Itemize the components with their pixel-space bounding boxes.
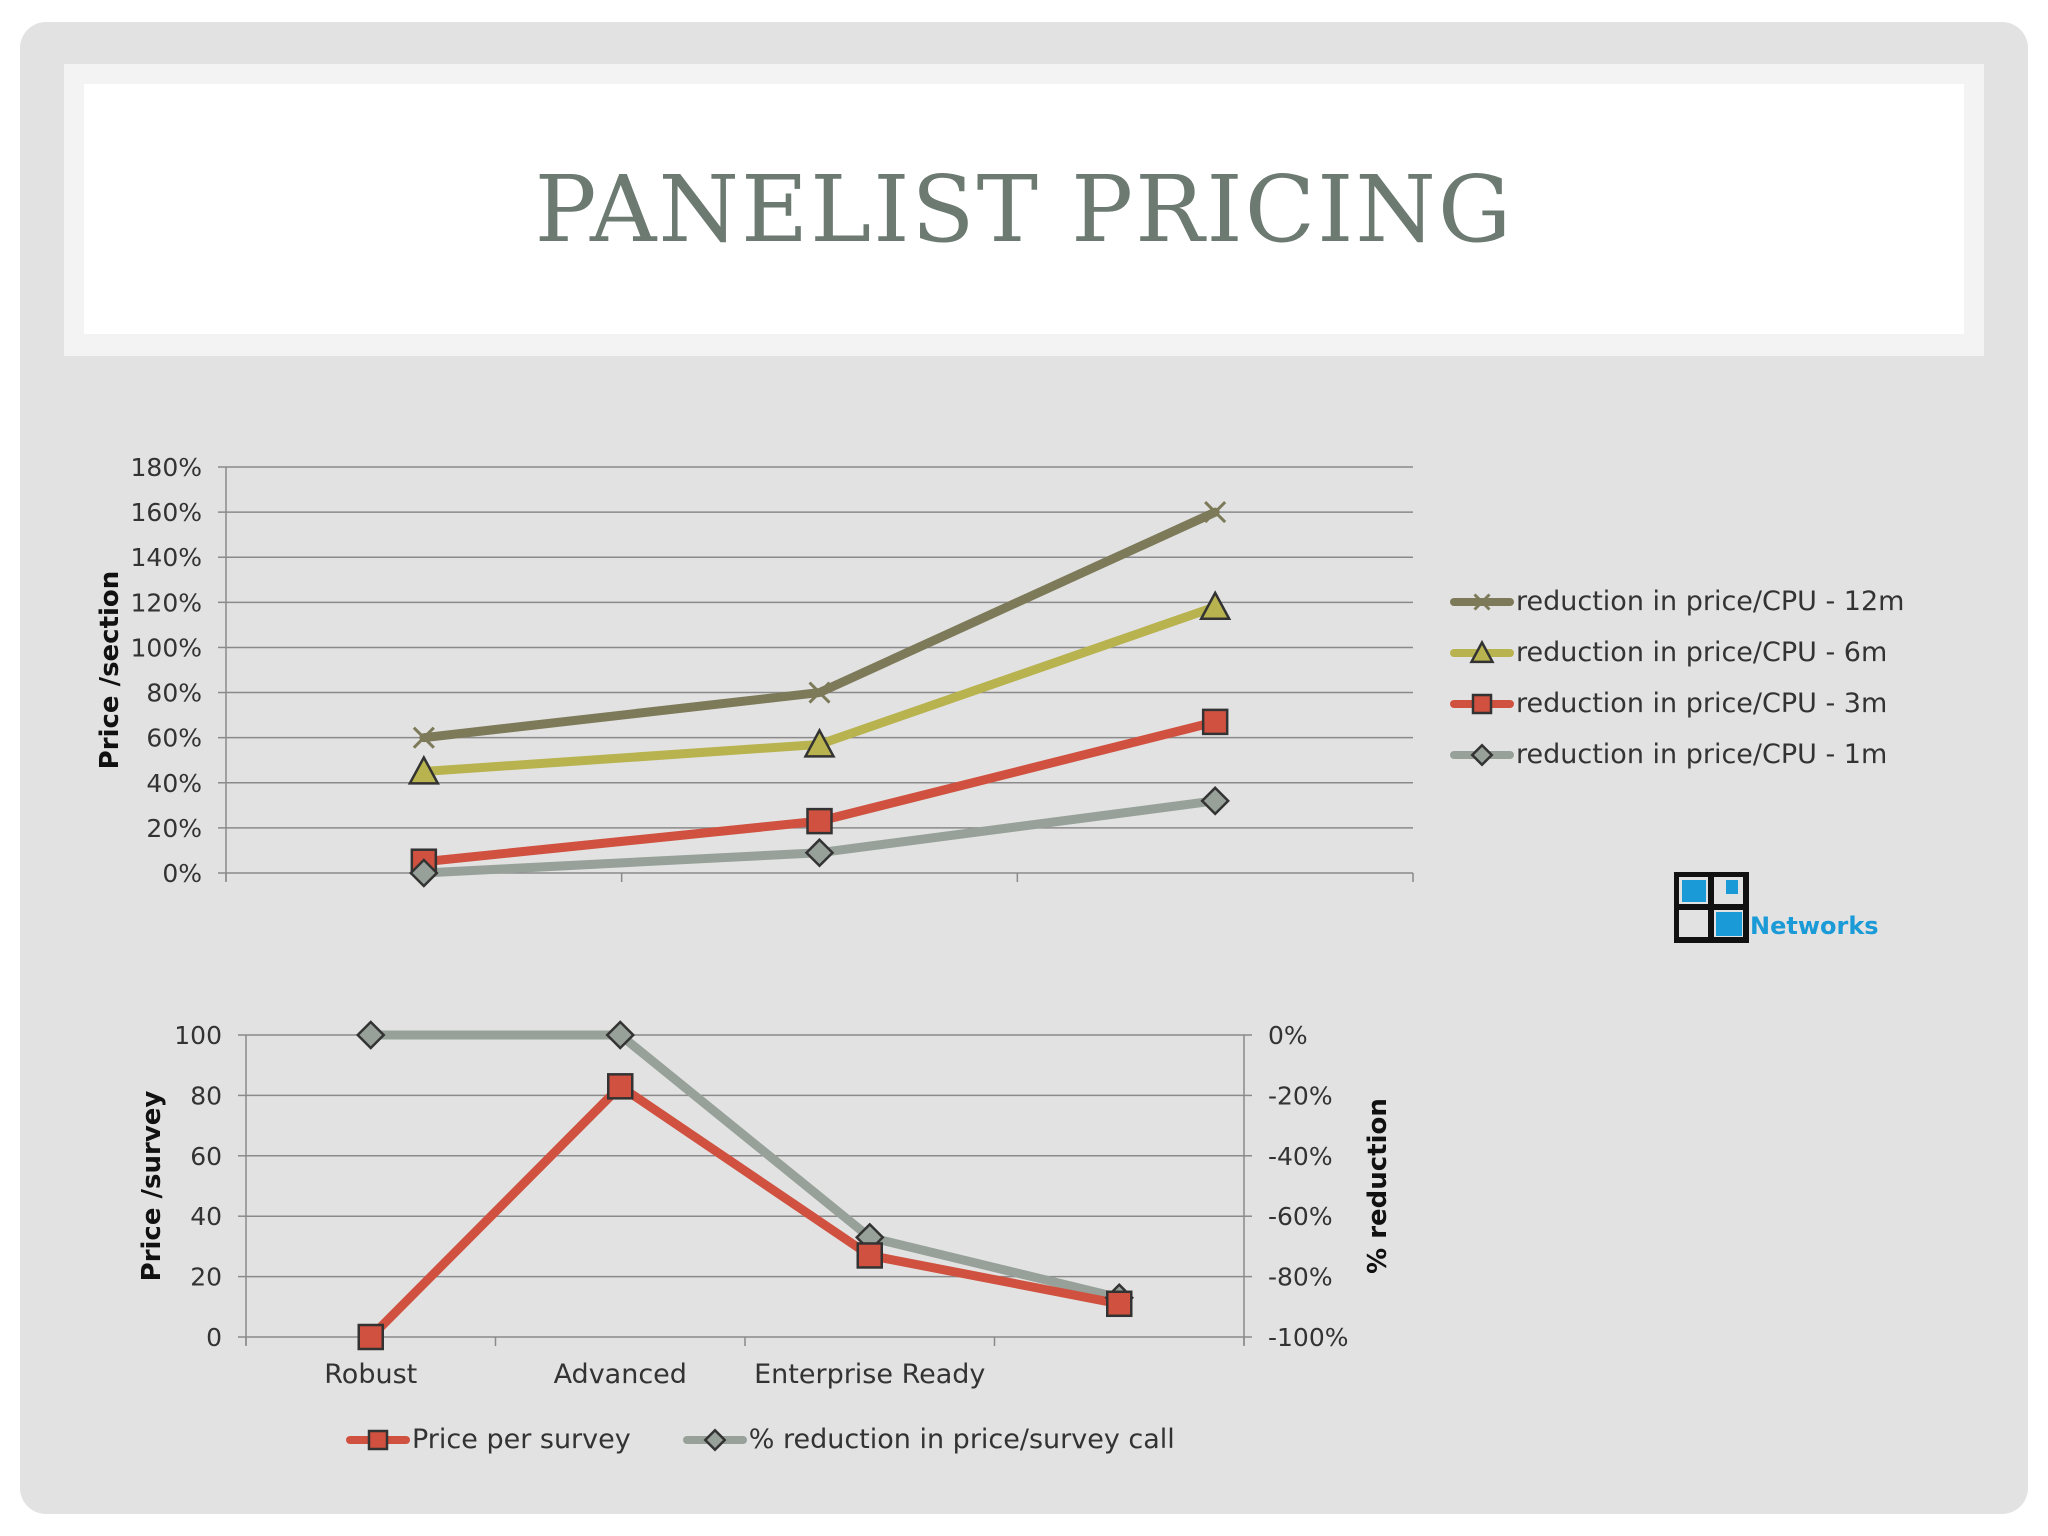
y-tick-label: 140% <box>131 543 202 572</box>
y-tick-label: 20 <box>190 1263 222 1292</box>
data-point <box>804 837 835 868</box>
y2-tick-label: -40% <box>1268 1142 1333 1171</box>
y2-tick-label: -20% <box>1268 1081 1333 1110</box>
y-tick-label: 180% <box>131 453 202 482</box>
y-tick-label: 100 <box>174 1021 222 1050</box>
legend-swatch <box>682 1427 747 1452</box>
legend-marker <box>703 1427 727 1452</box>
y2-tick-label: -100% <box>1268 1323 1349 1352</box>
legend-item: reduction in price/CPU - 1m <box>1450 729 1904 780</box>
data-point <box>1201 708 1229 736</box>
data-point <box>803 727 836 758</box>
y2-tick-label: 0% <box>1268 1021 1308 1050</box>
data-point <box>1106 1290 1133 1318</box>
page-title: PANELIST PRICING <box>534 155 1514 263</box>
data-point <box>412 726 435 749</box>
y-tick-label: 60 <box>190 1142 222 1171</box>
grid-logo-icon <box>1673 871 1749 943</box>
legend-survey: Price per survey % reduction in price/sur… <box>346 1414 1227 1465</box>
y2-axis-title: % reduction <box>1363 1098 1393 1274</box>
y-axis-title: Price /survey <box>137 1091 167 1282</box>
legend-label: % reduction in price/survey call <box>748 1424 1175 1455</box>
logo: Networks <box>1673 871 1894 944</box>
legend-marker <box>1469 639 1495 663</box>
data-point <box>806 807 833 835</box>
title-box: PANELIST PRICING <box>84 84 1964 334</box>
legend-item: reduction in price/CPU - 3m <box>1450 678 1904 729</box>
legend-label: Price per survey <box>412 1424 631 1455</box>
y-tick-label: 40 <box>190 1202 222 1231</box>
legend-marker <box>1473 592 1491 611</box>
x-tick-label: Enterprise Ready <box>754 1359 985 1390</box>
legend-swatch <box>1450 742 1514 767</box>
legend-cpu-reduction: reduction in price/CPU - 12m reduction in… <box>1450 576 1904 780</box>
y2-tick-label: -60% <box>1268 1202 1333 1231</box>
y-tick-label: 40% <box>146 769 202 798</box>
y-tick-label: 100% <box>131 633 202 662</box>
y-tick-label: 0 <box>206 1323 222 1352</box>
legend-label: reduction in price/CPU - 3m <box>1516 688 1888 719</box>
legend-label: reduction in price/CPU - 1m <box>1516 739 1888 770</box>
data-point <box>409 858 439 888</box>
y-tick-label: 160% <box>131 498 202 527</box>
legend-swatch <box>1450 693 1514 714</box>
legend-item: Price per survey <box>346 1414 631 1465</box>
logo-text: Networks <box>1750 912 1879 940</box>
data-point <box>607 1073 634 1100</box>
data-point <box>808 681 831 704</box>
y-tick-label: 80% <box>146 679 202 708</box>
legend-marker <box>367 1429 389 1450</box>
legend-swatch <box>346 1429 410 1450</box>
legend-marker <box>1471 693 1493 714</box>
y-tick-label: 20% <box>146 814 202 843</box>
x-tick-label: Robust <box>324 1359 417 1390</box>
data-point <box>605 1020 636 1050</box>
data-point <box>355 1020 386 1050</box>
series-line <box>366 1081 1124 1342</box>
y-tick-label: 80 <box>190 1081 222 1110</box>
y-tick-label: 120% <box>131 588 202 617</box>
x-tick-label: Advanced <box>554 1359 687 1390</box>
legend-item: reduction in price/CPU - 12m <box>1450 576 1904 627</box>
series-line <box>419 507 1220 743</box>
legend-item: reduction in price/CPU - 6m <box>1450 627 1904 678</box>
legend-item: % reduction in price/survey call <box>682 1414 1175 1465</box>
y-axis-title: Price /section <box>95 571 125 770</box>
data-point <box>1200 786 1230 816</box>
legend-label: reduction in price/CPU - 6m <box>1516 637 1888 668</box>
data-point <box>1204 501 1227 524</box>
data-point <box>856 1242 883 1269</box>
series-line <box>366 1030 1124 1303</box>
y-tick-label: 60% <box>146 724 202 753</box>
data-point <box>1199 590 1232 620</box>
legend-label: reduction in price/CPU - 12m <box>1516 586 1905 617</box>
legend-swatch <box>1450 639 1514 663</box>
y-tick-label: 0% <box>162 859 202 888</box>
legend-marker <box>1470 742 1494 767</box>
data-point <box>407 754 440 785</box>
y2-tick-label: -80% <box>1268 1263 1333 1292</box>
legend-swatch <box>1450 592 1514 611</box>
data-point <box>357 1323 384 1351</box>
